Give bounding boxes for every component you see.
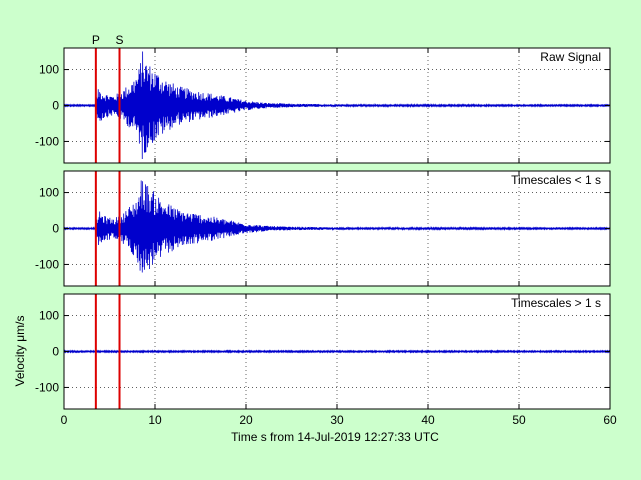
signal-trace xyxy=(63,180,611,273)
panel-title: Timescales < 1 s xyxy=(511,173,601,187)
y-tick-label: 0 xyxy=(52,222,59,236)
signal-trace xyxy=(63,349,611,354)
x-tick-label: 20 xyxy=(239,413,253,427)
y-tick-label: 100 xyxy=(39,309,59,323)
panel-1: P S -100 0 100 Raw Signal xyxy=(35,33,611,164)
x-tick-label: 10 xyxy=(148,413,162,427)
y-tick-label: 100 xyxy=(39,186,59,200)
x-tick-label: 60 xyxy=(603,413,617,427)
panel-title: Raw Signal xyxy=(540,50,601,64)
phase-label-s: S xyxy=(116,33,124,47)
y-tick-label: 0 xyxy=(52,99,59,113)
y-tick-label: -100 xyxy=(35,380,59,394)
x-axis-label: Time s from 14-Jul-2019 12:27:33 UTC xyxy=(231,430,439,444)
x-tick-label: 40 xyxy=(421,413,435,427)
panel-2: -100 0 100 Timescales < 1 s xyxy=(35,170,611,287)
y-axis-label: Velocity μm/s xyxy=(13,316,27,387)
y-tick-label: 0 xyxy=(52,345,59,359)
signal-trace xyxy=(63,51,611,159)
y-tick-label: -100 xyxy=(35,257,59,271)
y-tick-label: 100 xyxy=(39,63,59,77)
x-tick-label: 30 xyxy=(330,413,344,427)
x-tick-label: 0 xyxy=(61,413,68,427)
x-tick-label: 50 xyxy=(512,413,526,427)
y-tick-label: -100 xyxy=(35,134,59,148)
panel-3: 0 10 20 30 40 50 60 -100 0 100 Timescales > 1 s xyxy=(35,293,617,427)
phase-label-p: P xyxy=(92,33,100,47)
panel-title: Timescales > 1 s xyxy=(511,296,601,310)
